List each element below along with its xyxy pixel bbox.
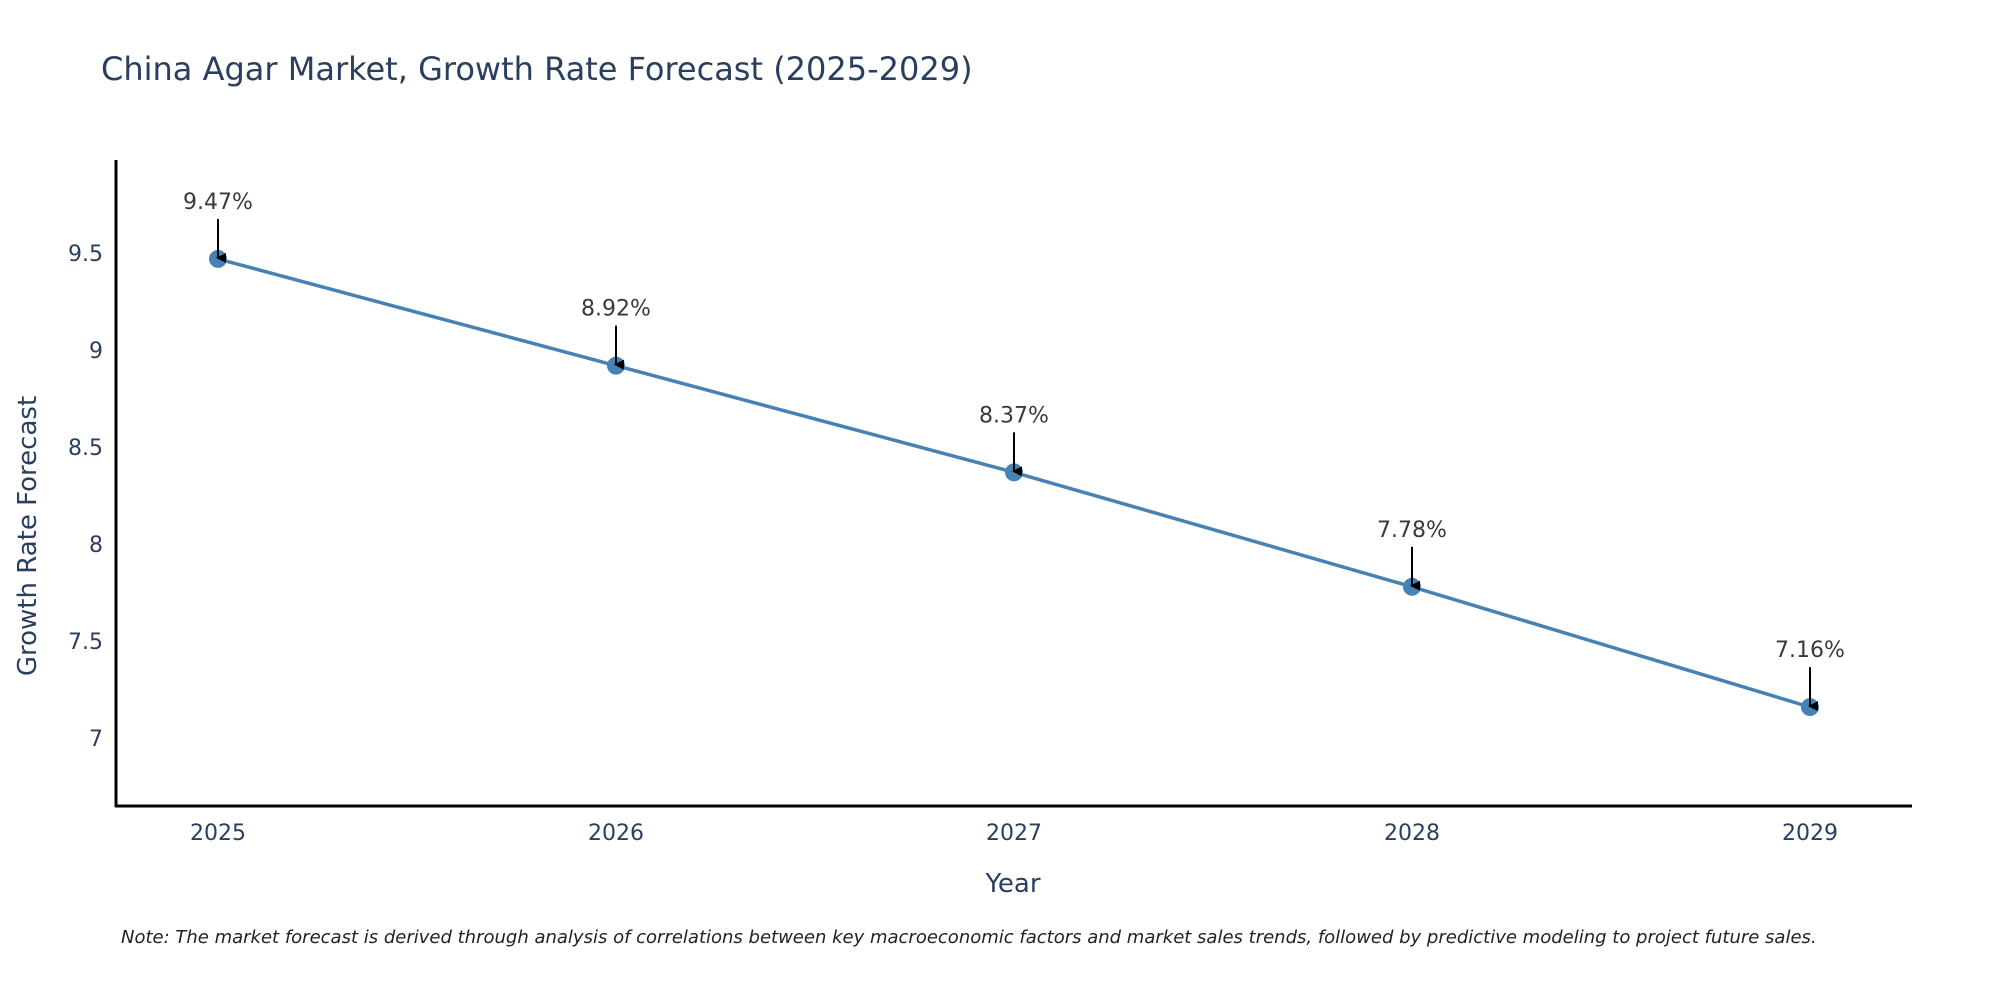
y-tick-label: 8.5 — [68, 436, 103, 461]
y-tick-label: 8 — [89, 533, 103, 558]
data-label: 8.37% — [979, 403, 1049, 428]
x-axis-title: Year — [984, 869, 1040, 899]
x-tick-label: 2029 — [1782, 821, 1838, 846]
x-tick-label: 2028 — [1384, 821, 1440, 846]
y-axis-title: Growth Rate Forecast — [13, 396, 43, 676]
y-tick-label: 9.5 — [68, 242, 103, 267]
chart-title: China Agar Market, Growth Rate Forecast … — [101, 50, 973, 88]
y-tick-label: 7 — [89, 727, 103, 752]
annotation-group: 9.47% 8.92% 8.37% 7.78% 7.16% — [183, 190, 1845, 712]
series-line — [217, 257, 1811, 709]
x-tick-label: 2025 — [190, 821, 246, 846]
x-tick-label: 2026 — [588, 821, 644, 846]
x-tick-label: 2027 — [986, 821, 1042, 846]
data-label: 7.16% — [1775, 638, 1845, 663]
series-group — [209, 249, 1819, 717]
y-tick-label: 9 — [89, 339, 103, 364]
y-axis-ticks: 7 7.5 8 8.5 9 9.5 — [68, 242, 103, 752]
data-label: 8.92% — [581, 297, 651, 322]
x-axis-ticks: 2025 2026 2027 2028 2029 — [190, 821, 1838, 846]
data-label: 7.78% — [1377, 518, 1447, 543]
y-tick-label: 7.5 — [68, 630, 103, 655]
data-label: 9.47% — [183, 190, 253, 215]
chart-note: Note: The market forecast is derived thr… — [121, 927, 1817, 948]
